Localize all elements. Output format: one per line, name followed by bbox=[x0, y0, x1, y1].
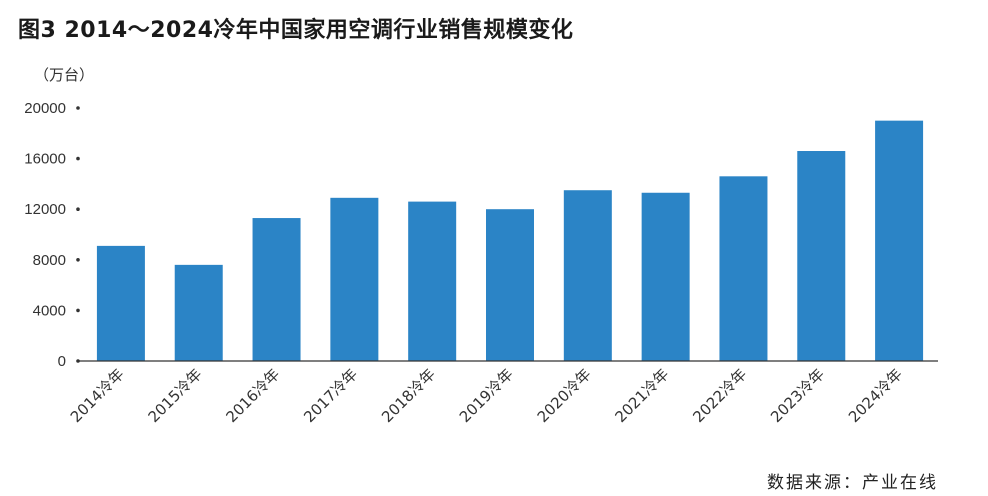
data-source-note: 数据来源：产业在线 bbox=[767, 473, 938, 493]
bar bbox=[330, 197, 379, 361]
bar bbox=[641, 192, 690, 361]
y-tick-mark bbox=[76, 308, 80, 313]
x-tick-label: 2022冷年 bbox=[689, 365, 750, 426]
bar bbox=[875, 120, 924, 362]
x-tick-label: 2021冷年 bbox=[612, 365, 673, 426]
y-tick-label: 8000 bbox=[33, 252, 66, 269]
x-tick-label: 2019冷年 bbox=[456, 365, 517, 426]
bar bbox=[797, 151, 846, 361]
x-tick-label: 2014冷年 bbox=[67, 365, 128, 426]
y-tick-mark bbox=[76, 106, 80, 110]
bar bbox=[96, 245, 145, 361]
x-tick-label: 2020冷年 bbox=[534, 365, 595, 426]
y-tick-label: 12000 bbox=[24, 201, 66, 218]
y-tick-label: 0 bbox=[58, 353, 66, 370]
x-tick-label: 2016冷年 bbox=[222, 365, 283, 426]
y-tick-label: 16000 bbox=[24, 151, 66, 168]
bar bbox=[252, 218, 301, 361]
x-tick-label: 2015冷年 bbox=[145, 365, 206, 426]
bar bbox=[563, 190, 612, 361]
bar bbox=[174, 264, 223, 361]
y-tick-label: 20000 bbox=[24, 100, 66, 117]
y-axis-unit-label: （万台） bbox=[34, 66, 95, 84]
y-tick-mark bbox=[76, 258, 80, 262]
chart-title: 图3 2014～2024冷年中国家用空调行业销售规模变化 bbox=[18, 18, 574, 43]
y-tick-mark bbox=[76, 207, 80, 211]
bar bbox=[719, 176, 768, 361]
y-tick-label: 4000 bbox=[33, 302, 66, 319]
x-tick-label: 2018冷年 bbox=[378, 365, 439, 426]
bar bbox=[408, 201, 457, 361]
x-tick-label: 2023冷年 bbox=[767, 365, 828, 426]
x-tick-label: 2024冷年 bbox=[845, 365, 906, 426]
bar bbox=[486, 209, 534, 361]
y-tick-mark bbox=[76, 156, 80, 161]
x-tick-label: 2017冷年 bbox=[300, 365, 361, 426]
